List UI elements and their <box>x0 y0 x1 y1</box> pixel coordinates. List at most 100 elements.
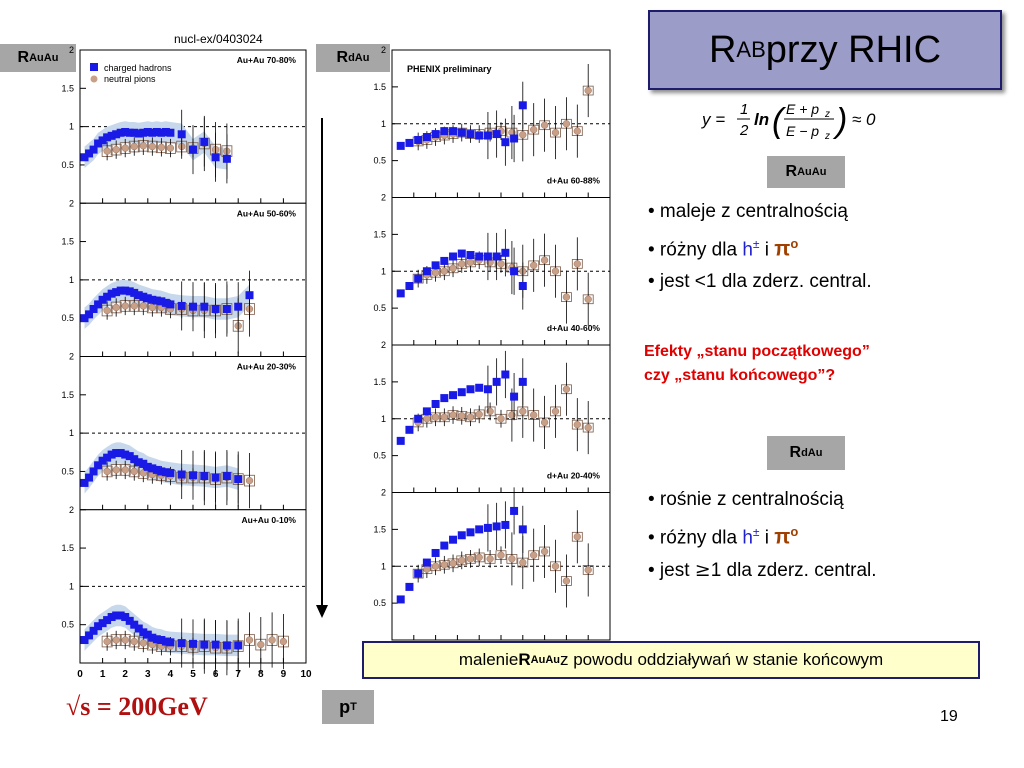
neutral-pion-point <box>486 407 494 416</box>
x-tick-label: 10 <box>300 669 312 680</box>
charged-hadron-point <box>483 252 492 261</box>
dau-bullets: • rośnie z centralnością • różny dla h± … <box>648 484 877 587</box>
y-tick-label: 2 <box>381 340 386 350</box>
conclusion-box: malenie R AuAu z powodu oddziaływań w sta… <box>362 641 980 679</box>
y-tick-label: 0.5 <box>373 156 386 166</box>
collision-energy: √s = 200GeV <box>66 692 208 721</box>
left-label-main: R <box>17 49 30 66</box>
charged-hadron-point <box>200 472 209 481</box>
y-tick-label: 1 <box>381 266 386 276</box>
charged-hadron-point <box>130 620 139 629</box>
y-tick-label: 1.5 <box>373 82 386 92</box>
charged-hadron-point <box>116 611 125 620</box>
neutral-pion-point <box>130 142 138 151</box>
neutral-pion-point <box>279 637 288 646</box>
charged-hadron-point <box>89 304 98 313</box>
y-tick-label: 0.5 <box>61 313 74 323</box>
charged-hadron-point <box>440 256 449 265</box>
svg-text:(: ( <box>772 102 787 140</box>
rda-dau-chart: 0.5 1 1.5 2 d+Au 60-88% 0.5 1 1.5 2 d+Au 40-60% 0.… <box>373 45 611 641</box>
charged-hadron-point <box>200 640 209 649</box>
charged-hadron-point <box>466 528 475 537</box>
neutral-pion-point <box>497 260 505 268</box>
charged-hadron-point <box>148 128 157 137</box>
charged-hadron-point <box>125 128 134 137</box>
neutral-pion-point <box>530 551 538 559</box>
charged-hadron-point <box>234 641 243 650</box>
panel-centrality-label: Au+Au 0-10% <box>241 515 296 525</box>
charged-hadron-point <box>510 392 519 401</box>
charged-hadron-point <box>116 449 125 458</box>
charged-hadron-point <box>222 304 231 313</box>
charged-hadron-point <box>103 616 112 625</box>
neutral-pion-point <box>112 636 120 644</box>
y-tick-label: 1 <box>381 414 386 424</box>
charged-hadron-point <box>157 636 166 645</box>
charged-hadron-point <box>466 385 475 394</box>
formula-frac-num: 1 <box>740 101 748 118</box>
y-tick-label: 1 <box>69 275 74 285</box>
charged-hadron-point <box>492 130 501 139</box>
rapidity-formula: y = 1 2 ln ( E + p z E − p z ) ≈ 0 <box>700 96 910 149</box>
charged-hadron-point <box>130 455 139 464</box>
y-tick-label: 0.5 <box>373 598 386 608</box>
charged-hadron-point <box>166 468 175 477</box>
neutral-pion-point <box>431 413 440 421</box>
neutral-pion-point <box>573 533 581 541</box>
charged-hadron-point <box>134 624 143 633</box>
charged-hadron-point <box>396 595 405 604</box>
x-tick-label: 8 <box>258 669 264 680</box>
y-tick-label: 1.5 <box>373 377 386 387</box>
formula-frac-den: 2 <box>739 122 749 139</box>
charged-hadron-point <box>466 251 475 260</box>
charged-hadron-point <box>483 523 492 532</box>
panel-centrality-label: d+Au 20-40% <box>547 471 601 481</box>
charged-hadron-point <box>414 414 423 423</box>
charged-hadron-point <box>139 292 148 301</box>
charged-hadron-point <box>222 641 231 650</box>
y-tick-label: 0.5 <box>61 466 74 476</box>
neutral-pion-point <box>130 467 138 476</box>
x-tick-label: 6 <box>213 669 219 680</box>
charged-hadron-point <box>157 128 166 137</box>
y-tick-label: 1.5 <box>373 524 386 534</box>
charged-hadron-point <box>143 630 152 639</box>
svg-text:): ) <box>832 102 847 140</box>
neutral-pion-point <box>540 418 549 427</box>
charged-hadron-point <box>518 101 527 110</box>
x-tick-label: 5 <box>190 669 196 680</box>
charged-hadron-point <box>414 274 423 283</box>
neutral-pion-point <box>139 302 147 310</box>
neutral-pion-point <box>245 476 254 485</box>
charged-hadron-point <box>245 291 254 300</box>
charged-hadron-point <box>200 302 209 311</box>
charged-hadron-point <box>157 297 166 306</box>
neutral-pion-point <box>449 559 457 567</box>
question-line-2: czy „stanu końcowego”? <box>644 367 836 384</box>
charged-hadron-point <box>422 407 431 416</box>
neutral-pion-point <box>519 407 527 416</box>
neutral-pion-point <box>112 466 120 474</box>
y-tick-label: 2 <box>69 505 74 515</box>
panel-centrality-label: Au+Au 20-30% <box>237 362 297 372</box>
charged-hadron-point <box>189 145 197 154</box>
charged-hadron-point <box>134 129 143 138</box>
neutral-pion-point <box>497 551 505 559</box>
neutral-pion-point <box>268 636 276 644</box>
neutral-pion-point <box>121 636 129 644</box>
charged-hadron-point <box>211 640 220 649</box>
charged-hadron-point <box>405 582 414 591</box>
conclusion-post: z powodu oddziaływań w stanie końcowym <box>559 650 884 669</box>
neutral-pion-point <box>431 562 440 570</box>
charged-hadron-point <box>510 506 519 515</box>
charged-hadron-point <box>112 449 121 458</box>
charged-hadron-point <box>492 377 501 386</box>
auau-section-label: R AuAu <box>767 156 845 188</box>
neutral-pion-point <box>475 410 483 418</box>
pt-label-sub: T <box>350 701 357 713</box>
charged-hadron-point <box>148 295 157 304</box>
charged-hadron-point <box>431 130 440 139</box>
charged-hadron-point <box>475 383 484 392</box>
